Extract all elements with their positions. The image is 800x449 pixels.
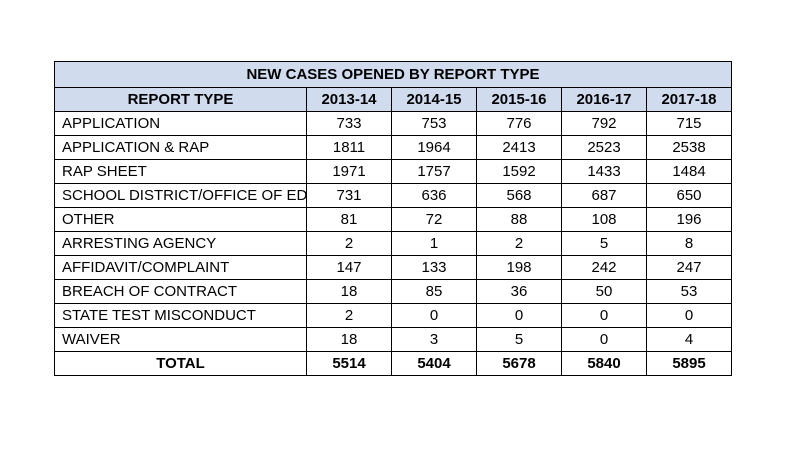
report-type-cell: BREACH OF CONTRACT	[54, 279, 307, 304]
count-cell: 2	[306, 303, 392, 328]
count-cell: 133	[391, 255, 477, 280]
count-cell: 1811	[306, 135, 392, 160]
count-cell: 81	[306, 207, 392, 232]
total-count-cell: 5404	[391, 351, 477, 376]
count-cell: 2413	[476, 135, 562, 160]
total-count-cell: 5840	[561, 351, 647, 376]
report-type-cell: SCHOOL DISTRICT/OFFICE OF ED	[54, 183, 307, 208]
count-cell: 733	[306, 111, 392, 136]
table-body: APPLICATION 733 753 776 792 715 APPLICAT…	[54, 111, 733, 376]
column-header-2017-18: 2017-18	[645, 87, 733, 112]
count-cell: 1964	[391, 135, 477, 160]
report-type-cell: STATE TEST MISCONDUCT	[54, 303, 307, 328]
count-cell: 2523	[561, 135, 647, 160]
column-header-2016-17: 2016-17	[561, 87, 647, 112]
table-row: BREACH OF CONTRACT 18 85 36 50 53	[54, 279, 733, 304]
count-cell: 196	[645, 207, 733, 232]
column-header-2015-16: 2015-16	[476, 87, 562, 112]
count-cell: 50	[561, 279, 647, 304]
table-row: AFFIDAVIT/COMPLAINT 147 133 198 242 247	[54, 255, 733, 280]
count-cell: 3	[391, 327, 477, 352]
count-cell: 0	[561, 327, 647, 352]
cases-by-report-type-table: NEW CASES OPENED BY REPORT TYPE REPORT T…	[53, 61, 733, 376]
column-header-report-type: REPORT TYPE	[54, 87, 307, 112]
cases-table-container: NEW CASES OPENED BY REPORT TYPE REPORT T…	[53, 61, 733, 376]
count-cell: 8	[645, 231, 733, 256]
count-cell: 776	[476, 111, 562, 136]
count-cell: 731	[306, 183, 392, 208]
table-row: STATE TEST MISCONDUCT 2 0 0 0 0	[54, 303, 733, 328]
count-cell: 0	[645, 303, 733, 328]
report-type-cell: APPLICATION & RAP	[54, 135, 307, 160]
table-row: OTHER 81 72 88 108 196	[54, 207, 733, 232]
count-cell: 568	[476, 183, 562, 208]
count-cell: 88	[476, 207, 562, 232]
count-cell: 53	[645, 279, 733, 304]
count-cell: 1484	[645, 159, 733, 184]
count-cell: 650	[645, 183, 733, 208]
count-cell: 5	[476, 327, 562, 352]
column-header-2013-14: 2013-14	[306, 87, 392, 112]
count-cell: 0	[476, 303, 562, 328]
total-count-cell: 5678	[476, 351, 562, 376]
count-cell: 18	[306, 279, 392, 304]
count-cell: 108	[561, 207, 647, 232]
report-type-cell: RAP SHEET	[54, 159, 307, 184]
report-type-cell: ARRESTING AGENCY	[54, 231, 307, 256]
table-row: WAIVER 18 3 5 0 4	[54, 327, 733, 352]
count-cell: 72	[391, 207, 477, 232]
count-cell: 0	[561, 303, 647, 328]
count-cell: 36	[476, 279, 562, 304]
count-cell: 1592	[476, 159, 562, 184]
count-cell: 247	[645, 255, 733, 280]
table-row: ARRESTING AGENCY 2 1 2 5 8	[54, 231, 733, 256]
count-cell: 2	[476, 231, 562, 256]
count-cell: 1433	[561, 159, 647, 184]
count-cell: 687	[561, 183, 647, 208]
column-header-2014-15: 2014-15	[391, 87, 477, 112]
count-cell: 715	[645, 111, 733, 136]
report-type-cell: OTHER	[54, 207, 307, 232]
count-cell: 5	[561, 231, 647, 256]
table-row: APPLICATION 733 753 776 792 715	[54, 111, 733, 136]
count-cell: 242	[561, 255, 647, 280]
count-cell: 85	[391, 279, 477, 304]
table-title-row: NEW CASES OPENED BY REPORT TYPE	[53, 61, 733, 88]
report-type-cell: WAIVER	[54, 327, 307, 352]
total-row: TOTAL 5514 5404 5678 5840 5895	[54, 351, 733, 376]
table-row: APPLICATION & RAP 1811 1964 2413 2523 25…	[54, 135, 733, 160]
count-cell: 198	[476, 255, 562, 280]
count-cell: 1	[391, 231, 477, 256]
total-count-cell: 5514	[306, 351, 392, 376]
report-type-cell: AFFIDAVIT/COMPLAINT	[54, 255, 307, 280]
count-cell: 636	[391, 183, 477, 208]
table-row: RAP SHEET 1971 1757 1592 1433 1484	[54, 159, 733, 184]
count-cell: 2	[306, 231, 392, 256]
count-cell: 792	[561, 111, 647, 136]
table-row: SCHOOL DISTRICT/OFFICE OF ED 731 636 568…	[54, 183, 733, 208]
count-cell: 147	[306, 255, 392, 280]
total-label-cell: TOTAL	[54, 351, 307, 376]
count-cell: 4	[645, 327, 733, 352]
count-cell: 0	[391, 303, 477, 328]
count-cell: 18	[306, 327, 392, 352]
report-type-cell: APPLICATION	[54, 111, 307, 136]
count-cell: 2538	[645, 135, 733, 160]
table-header-row: REPORT TYPE 2013-14 2014-15 2015-16 2016…	[54, 87, 733, 112]
count-cell: 1971	[306, 159, 392, 184]
count-cell: 753	[391, 111, 477, 136]
total-count-cell: 5895	[645, 351, 733, 376]
table-title: NEW CASES OPENED BY REPORT TYPE	[53, 61, 733, 88]
count-cell: 1757	[391, 159, 477, 184]
